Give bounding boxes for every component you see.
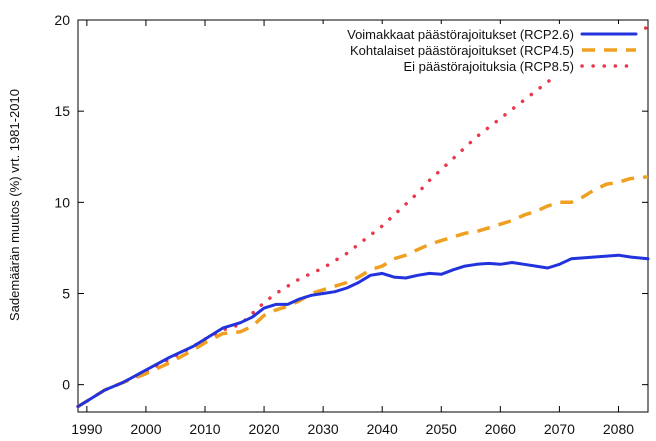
y-axis-label: Sademäärän muutos (%) vrt. 1981-2010 bbox=[7, 89, 22, 321]
series-line-rcp85 bbox=[76, 25, 650, 409]
series-layer bbox=[76, 25, 650, 409]
legend-label: Kohtalaiset päästörajoitukset (RCP4.5) bbox=[350, 43, 574, 58]
x-tick-label: 2050 bbox=[426, 421, 457, 437]
series-line-rcp26 bbox=[76, 253, 650, 408]
x-tick-label: 2070 bbox=[544, 421, 575, 437]
legend-label: Ei päästörajoituksia (RCP8.5) bbox=[403, 59, 574, 74]
series-line-rcp45 bbox=[77, 175, 649, 408]
plot-area bbox=[77, 19, 649, 413]
legend-label: Voimakkaat päästörajoitukset (RCP2.6) bbox=[347, 27, 574, 42]
y-axis: 0 5 10 15 20 bbox=[54, 12, 648, 393]
x-tick-label: 2010 bbox=[189, 421, 220, 437]
x-tick-label: 1990 bbox=[71, 421, 102, 437]
y-tick-label: 5 bbox=[62, 285, 70, 301]
x-axis: 1990 2000 2010 2020 2030 2040 2050 2060 2070 2080 bbox=[71, 20, 634, 437]
x-tick-label: 2040 bbox=[367, 421, 398, 437]
plot-frame bbox=[77, 19, 649, 413]
x-tick-label: 2000 bbox=[130, 421, 161, 437]
y-tick-label: 10 bbox=[54, 194, 70, 210]
x-tick-label: 2020 bbox=[248, 421, 279, 437]
y-tick-label: 15 bbox=[54, 103, 70, 119]
y-tick-label: 0 bbox=[62, 377, 70, 393]
x-tick-label: 2060 bbox=[485, 421, 516, 437]
x-tick-label: 2030 bbox=[308, 421, 339, 437]
y-tick-label: 20 bbox=[54, 12, 70, 28]
x-tick-label: 2080 bbox=[603, 421, 634, 437]
legend: Voimakkaat päästörajoitukset (RCP2.6)Koh… bbox=[282, 24, 644, 76]
